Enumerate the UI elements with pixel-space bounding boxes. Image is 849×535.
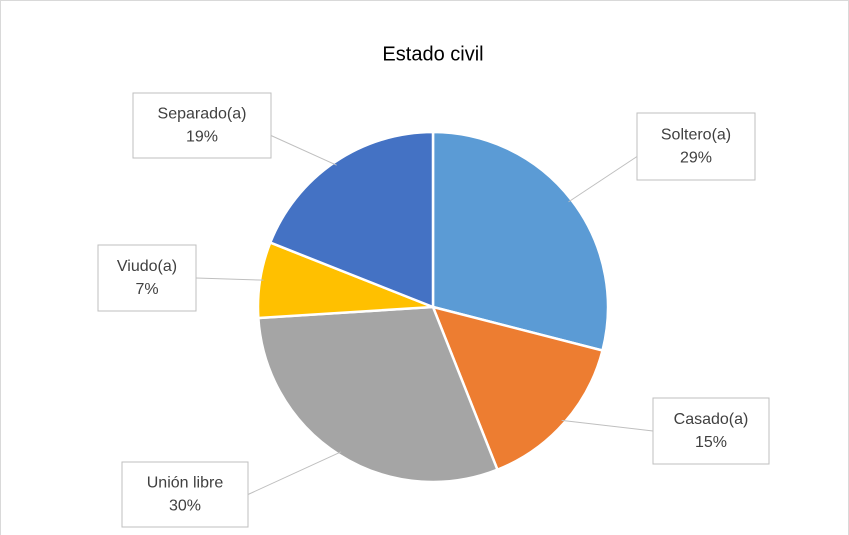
data-label-value: 7% [135,281,158,298]
leader-line [195,277,264,281]
pie-slice [268,130,435,309]
chart-title: Estado civil [382,43,483,65]
leader-line [247,451,342,495]
pie-slice [257,305,500,484]
data-label-name: Viudo(a) [117,258,177,275]
data-label-value: 15% [695,434,727,451]
data-label-name: Unión libre [147,475,224,492]
data-label-name: Separado(a) [158,106,247,123]
label-box [97,244,197,312]
data-label-name: Casado(a) [674,411,749,428]
data-label-value: 30% [169,498,201,515]
label-box [636,112,756,181]
leader-line [561,419,654,432]
data-label-name: Soltero(a) [661,127,731,144]
label-box [132,92,272,159]
label-box [121,461,249,528]
leader-line [568,156,638,203]
label-box [652,397,770,465]
pie-slice [430,305,605,472]
leader-line [270,135,337,166]
data-label-value: 29% [680,150,712,167]
data-label-value: 19% [186,129,218,146]
